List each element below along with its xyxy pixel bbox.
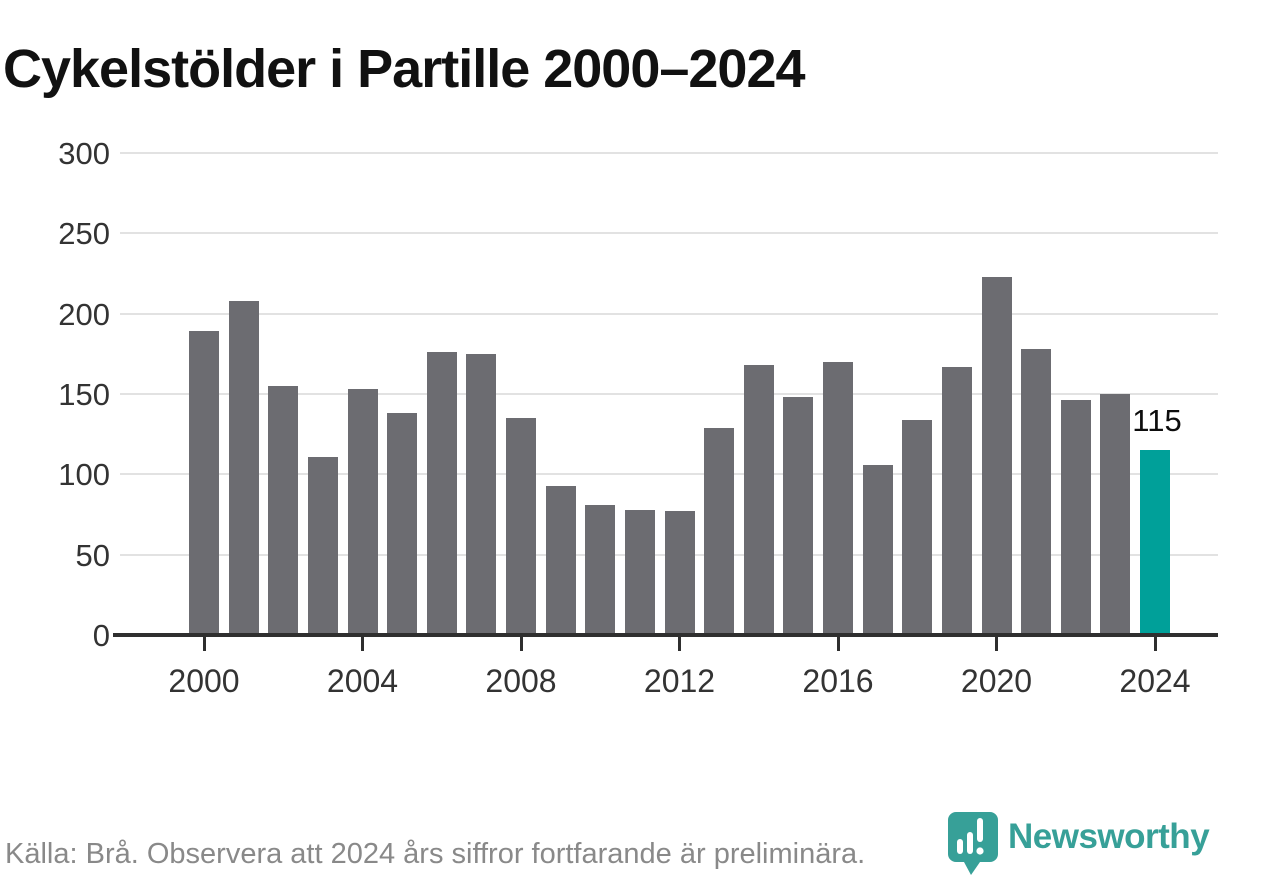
x-axis-tick-2020 — [995, 637, 998, 651]
gridline-100 — [120, 473, 1218, 476]
x-axis-tick-2004 — [361, 637, 364, 651]
bar-2014 — [743, 365, 774, 635]
gridline-300 — [120, 152, 1218, 154]
bar-2001 — [228, 300, 259, 635]
bar-2016 — [823, 361, 853, 635]
x-axis-tick-2016 — [836, 637, 840, 651]
bar-2013 — [704, 427, 735, 635]
bar-2021 — [1021, 349, 1052, 635]
y-axis-label-250: 250 — [58, 216, 110, 252]
gridline-150 — [120, 393, 1218, 395]
x-axis-label-2020: 2020 — [960, 663, 1033, 699]
bar-2009 — [545, 485, 576, 635]
bar-2018 — [902, 419, 933, 635]
y-axis-label-50: 50 — [75, 537, 110, 573]
x-axis-label-2012: 2012 — [643, 663, 716, 699]
bar-2010 — [585, 504, 616, 635]
bar-2011 — [624, 509, 655, 635]
gridline-200 — [120, 312, 1218, 315]
value-label-2024: 115 — [1132, 403, 1182, 439]
x-axis-label-2024: 2024 — [1119, 663, 1191, 699]
x-axis-label-2004: 2004 — [326, 663, 399, 699]
bar-2023 — [1100, 394, 1131, 635]
bar-2020 — [981, 276, 1012, 635]
bar-2012 — [664, 511, 695, 635]
y-axis-label-300: 300 — [58, 136, 110, 171]
x-axis-line — [113, 633, 1218, 637]
x-axis-label-2016: 2016 — [802, 663, 874, 699]
newsworthy-logo[interactable]: Newsworthy — [946, 810, 1210, 876]
x-axis-tick-2012 — [678, 637, 681, 651]
y-axis-label-0: 0 — [92, 618, 110, 653]
x-axis-tick-2000 — [202, 637, 206, 651]
bar-2004 — [347, 389, 378, 635]
chart-title: Cykelstölder i Partille 2000–2024 — [3, 39, 806, 100]
x-axis-tick-2008 — [519, 637, 523, 651]
y-axis-label-100: 100 — [58, 457, 110, 493]
bar-2022 — [1060, 400, 1091, 635]
source-note: Källa: Brå. Observera att 2024 års siffr… — [5, 838, 866, 870]
bar-2006 — [426, 352, 457, 635]
bar-2024 — [1140, 450, 1170, 635]
bar-chart: 0 50 100 150 200 250 300 2000 2004 2008 2012 2016 20… — [58, 136, 1218, 699]
newsworthy-wordmark: Newsworthy — [1008, 817, 1210, 856]
newsworthy-logo-icon — [948, 812, 998, 875]
y-axis-label-200: 200 — [58, 296, 110, 332]
x-axis-label-2000: 2000 — [168, 663, 240, 699]
bar-2007 — [466, 353, 497, 635]
bar-2019 — [941, 366, 972, 635]
bar-2005 — [387, 413, 418, 635]
gridline-250 — [120, 232, 1218, 235]
bar-2000 — [189, 331, 219, 635]
x-axis-label-2008: 2008 — [485, 663, 557, 699]
bar-2003 — [307, 456, 338, 635]
bar-2002 — [268, 385, 299, 635]
bar-2008 — [506, 418, 536, 635]
bar-2015 — [783, 397, 814, 635]
x-axis-tick-2024 — [1153, 637, 1157, 651]
bar-2017 — [862, 464, 893, 635]
y-axis-label-150: 150 — [58, 377, 110, 412]
